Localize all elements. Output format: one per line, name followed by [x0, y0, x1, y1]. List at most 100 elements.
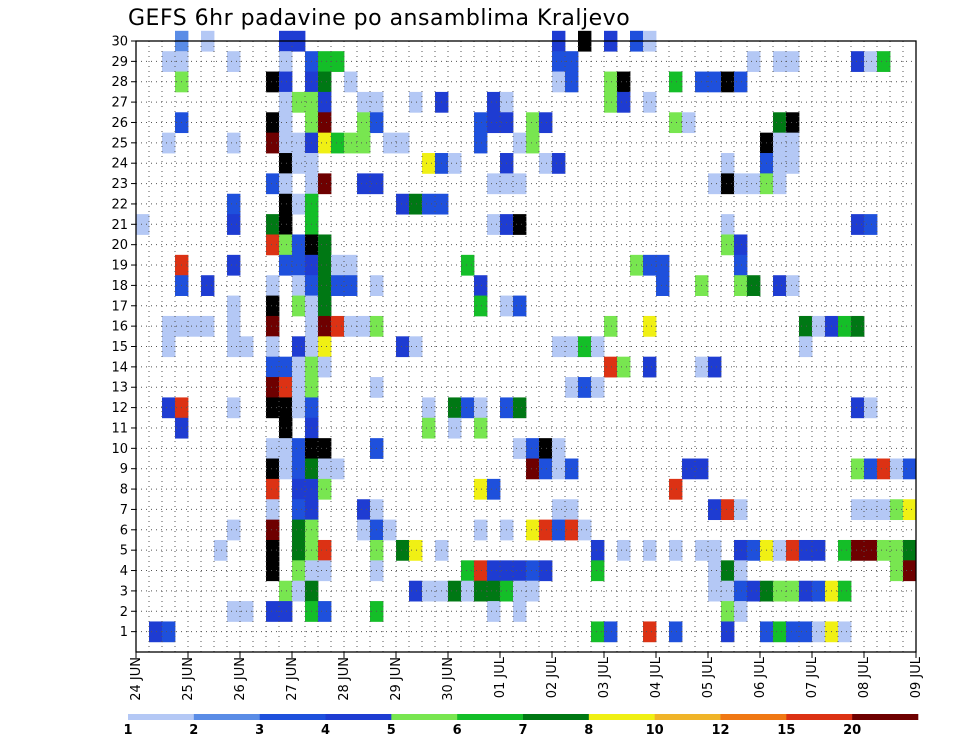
heatmap-cell	[799, 336, 813, 358]
colorbar-segment	[457, 714, 524, 720]
heatmap-cell	[786, 275, 800, 296]
heatmap-cell	[747, 51, 761, 72]
heatmap-cell	[318, 254, 332, 276]
heatmap-cell	[266, 519, 280, 541]
heatmap-cell	[318, 51, 332, 72]
heatmap-cell	[669, 478, 683, 500]
heatmap-cell	[266, 71, 280, 93]
y-tick-label: 6	[120, 523, 128, 538]
heatmap-cell	[552, 458, 566, 480]
heatmap-cell	[643, 356, 657, 378]
x-tick-label: 01 JUL	[493, 656, 508, 698]
heatmap-cell	[292, 438, 306, 459]
y-tick-label: 7	[120, 503, 128, 518]
heatmap-cell	[552, 153, 566, 174]
heatmap-cell	[344, 275, 358, 296]
y-tick-label: 22	[111, 197, 128, 212]
heatmap-cell	[357, 91, 371, 113]
heatmap-cell	[292, 560, 306, 582]
heatmap-cell	[266, 234, 280, 256]
heatmap-cell	[487, 478, 501, 500]
heatmap-cell	[448, 153, 462, 174]
heatmap-cell	[266, 438, 280, 459]
heatmap-cell	[227, 519, 241, 541]
heatmap-cell	[318, 336, 332, 358]
heatmap-cell	[266, 539, 280, 561]
heatmap-cell	[422, 153, 436, 174]
colorbar-label: 4	[321, 723, 330, 738]
heatmap-cell	[643, 621, 657, 643]
heatmap-cell	[474, 112, 488, 134]
heatmap-cell	[292, 478, 306, 500]
heatmap-cell	[383, 519, 397, 541]
heatmap-cell	[266, 173, 280, 195]
heatmap-cell	[773, 539, 787, 561]
heatmap-cell	[461, 560, 475, 582]
x-tick-label: 26 JUN	[233, 657, 248, 701]
heatmap-cell	[279, 601, 293, 622]
heatmap-cell	[877, 539, 891, 561]
x-tick-label: 06 JUL	[753, 656, 768, 698]
x-tick-label: 27 JUN	[285, 657, 300, 701]
heatmap-cell	[201, 275, 215, 296]
heatmap-cell	[318, 91, 332, 113]
y-tick-label: 2	[120, 605, 128, 620]
heatmap-cell	[279, 193, 293, 215]
x-tick-label: 07 JUL	[805, 656, 820, 698]
heatmap-cell	[162, 397, 176, 419]
heatmap-cell	[487, 173, 501, 195]
heatmap-cell	[786, 580, 800, 602]
heatmap-cell	[721, 499, 735, 521]
heatmap-cell	[227, 295, 241, 317]
heatmap-cell	[539, 112, 553, 134]
heatmap-cell	[877, 51, 891, 72]
heatmap-cell	[786, 539, 800, 561]
y-tick-label: 23	[111, 177, 128, 192]
heatmap-cell	[643, 315, 657, 337]
heatmap-cell	[851, 499, 865, 521]
heatmap-cell	[318, 295, 332, 317]
heatmap-cell	[604, 91, 618, 113]
heatmap-cell	[552, 438, 566, 459]
heatmap-cell	[136, 214, 150, 235]
heatmap-cell	[292, 499, 306, 521]
heatmap-cell	[279, 254, 293, 276]
heatmap-cell	[708, 560, 722, 582]
heatmap-cell	[331, 254, 345, 276]
heatmap-cell	[318, 539, 332, 561]
heatmap-cell	[851, 51, 865, 72]
heatmap-cell	[604, 621, 618, 643]
heatmap-cell	[396, 132, 410, 154]
heatmap-cell	[877, 458, 891, 480]
colorbar-segment	[654, 714, 721, 720]
heatmap-cell	[747, 173, 761, 195]
heatmap-cell	[409, 580, 423, 602]
heatmap-cell	[279, 234, 293, 256]
heatmap-cell	[773, 112, 787, 134]
heatmap-cell	[279, 112, 293, 134]
axes: 1234567891011121314151617181920212223242…	[111, 35, 924, 701]
x-tick-label: 09 JUL	[909, 656, 924, 698]
colorbar-segment	[391, 714, 458, 720]
heatmap-cell	[578, 336, 592, 358]
heatmap-cell	[162, 132, 176, 154]
heatmap-cell	[513, 601, 527, 622]
heatmap-cell	[578, 519, 592, 541]
heatmap-cell	[318, 234, 332, 256]
heatmap-cell	[318, 173, 332, 195]
colorbar-segment	[128, 714, 195, 720]
y-tick-label: 12	[111, 401, 128, 416]
heatmap-cell	[552, 499, 566, 521]
heatmap-cell	[266, 458, 280, 480]
heatmap-cell	[461, 397, 475, 419]
heatmap-cell	[292, 193, 306, 215]
heatmap-cell	[292, 336, 306, 358]
y-tick-label: 26	[111, 116, 128, 131]
colorbar-segment	[852, 714, 919, 720]
heatmap-cell	[734, 580, 748, 602]
heatmap-cell	[487, 580, 501, 602]
heatmap-cell	[851, 397, 865, 419]
heatmap-cell	[513, 295, 527, 317]
heatmap-cell	[279, 417, 293, 439]
